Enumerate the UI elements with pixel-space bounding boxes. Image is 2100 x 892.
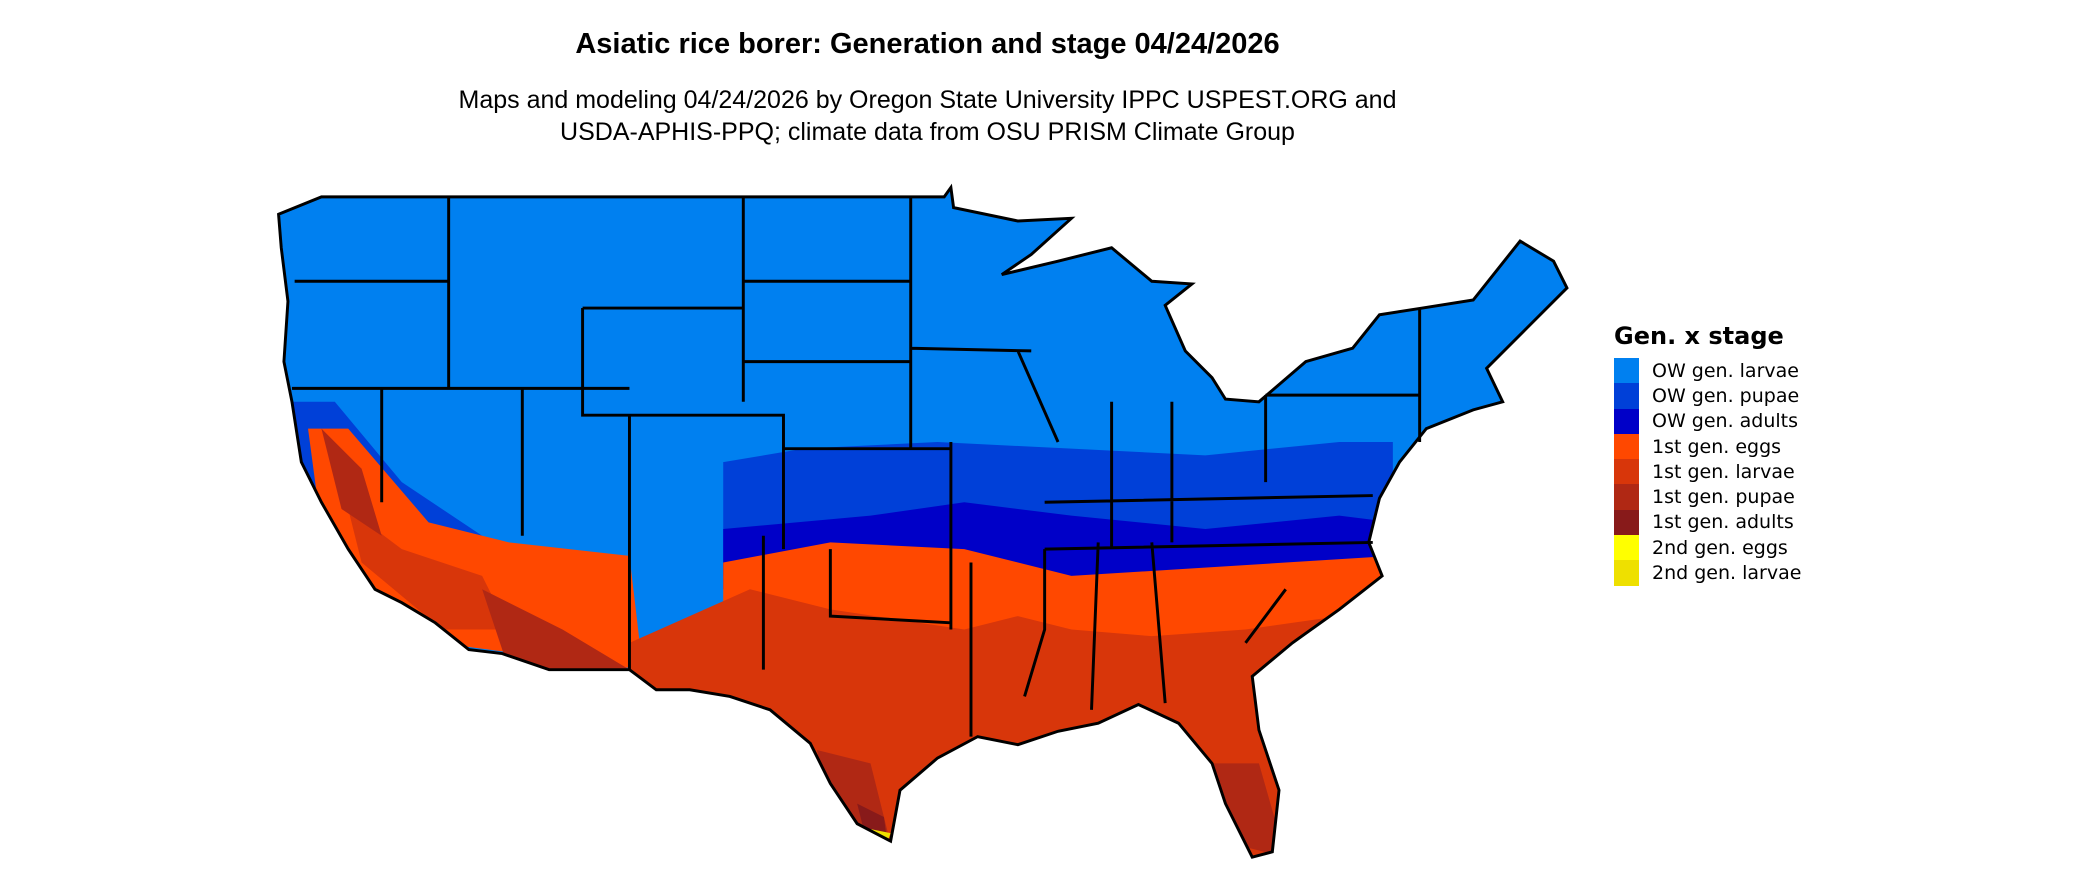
legend-title: Gen. x stage (1614, 322, 1784, 350)
map-subtitle-line-2: USDA-APHIS-PPQ; climate data from OSU PR… (560, 118, 1295, 146)
legend-item: 1st gen. larvae (1614, 459, 1801, 485)
legend: Gen. x stage OW gen. larvae OW gen. pupae… (1614, 322, 1801, 586)
zone-1st-pupae (321, 428, 1286, 858)
legend-label: OW gen. pupae (1652, 384, 1800, 407)
legend-item: 1st gen. adults (1614, 509, 1801, 536)
legend-swatch (1614, 509, 1639, 536)
legend-label: 1st gen. pupae (1652, 486, 1795, 509)
legend-swatch (1614, 433, 1639, 460)
legend-item: 1st gen. eggs (1614, 433, 1801, 460)
legend-item: OW gen. pupae (1614, 383, 1801, 409)
legend-rows: OW gen. larvae OW gen. pupae OW gen. adult… (1614, 358, 1801, 586)
legend-label: 1st gen. larvae (1652, 460, 1795, 483)
legend-swatch (1614, 459, 1639, 485)
map-subtitle-line-1: Maps and modeling 04/24/2026 by Oregon S… (458, 86, 1397, 114)
legend-label: 1st gen. eggs (1652, 435, 1782, 458)
legend-item: OW gen. adults (1614, 408, 1801, 434)
legend-label: 2nd gen. larvae (1652, 562, 1802, 585)
legend-item: 2nd gen. larvae (1614, 560, 1802, 586)
legend-label: OW gen. larvae (1652, 359, 1799, 382)
state-boundaries (277, 186, 1569, 859)
legend-swatch (1614, 560, 1639, 586)
legend-swatch (1614, 484, 1639, 510)
legend-item: OW gen. larvae (1614, 358, 1801, 384)
legend-label: 2nd gen. eggs (1652, 536, 1788, 559)
map-title: Asiatic rice borer: Generation and stage… (575, 28, 1280, 60)
legend-swatch (1614, 408, 1639, 434)
legend-item: 1st gen. pupae (1614, 484, 1801, 510)
legend-swatch (1614, 358, 1639, 384)
legend-label: 1st gen. adults (1652, 511, 1794, 534)
legend-item: 2nd gen. eggs (1614, 535, 1801, 561)
legend-swatch (1614, 535, 1639, 561)
legend-swatch (1614, 383, 1639, 409)
legend-label: OW gen. adults (1652, 410, 1799, 433)
